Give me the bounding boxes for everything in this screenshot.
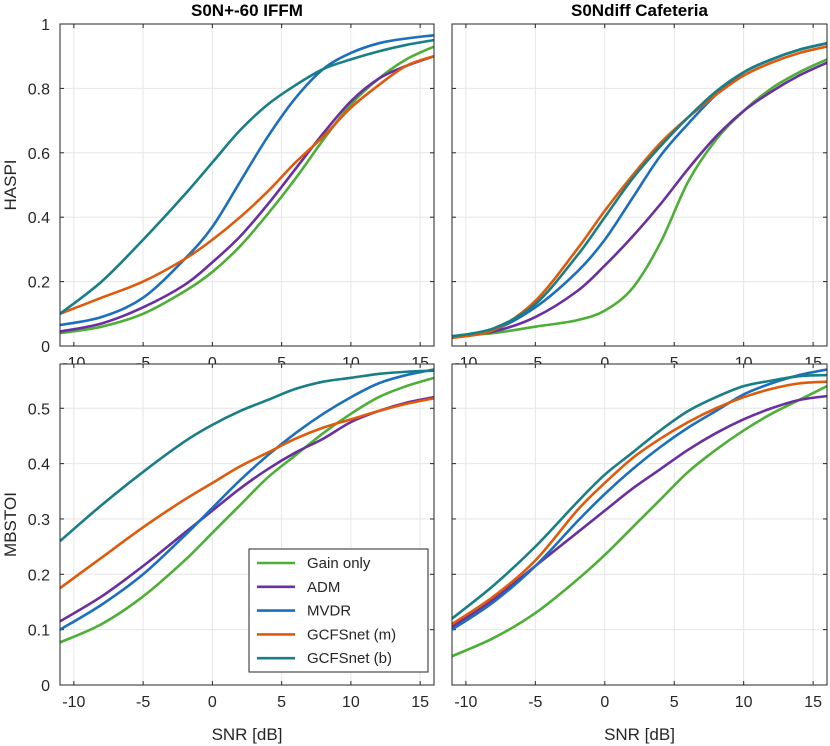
y-tick-label: 0.8 [28, 81, 50, 98]
series-line-mvdr [60, 33, 434, 327]
series-line-gcfsnet-m [452, 45, 827, 340]
series-line-gain-only [60, 376, 434, 644]
x-tick-label: 5 [670, 694, 679, 711]
y-tick-label: 0.2 [28, 275, 50, 292]
series-line-gain-only [452, 384, 827, 658]
x-tick-label: 15 [411, 694, 429, 711]
y-axis-label: MBSTOI [1, 492, 20, 557]
legend-label: GCFSnet (m) [307, 626, 396, 643]
subplot-4: -10 -5 0 5 10 15 SNR [dB] [451, 363, 828, 744]
series-line-gcfsnet-b [60, 38, 434, 315]
x-tick-label: -10 [454, 694, 477, 711]
x-tick-label: -5 [136, 694, 150, 711]
y-tick-label: 0 [41, 339, 50, 356]
x-tick-label: -5 [528, 694, 542, 711]
subplot-3: -10 -5 0 5 10 15 0 0.1 0.2 0.3 0.4 0.5 SNR [dB] MBSTO… [1, 363, 435, 744]
series-line-gcfsnet-m [452, 380, 827, 626]
legend: Gain only ADM MVDR GCFSnet (m) GCFSnet (b) [248, 548, 429, 673]
y-tick-label: 1 [41, 17, 50, 34]
series-line-gcfsnet-b [452, 42, 827, 338]
plot-area [60, 24, 434, 346]
legend-label: ADM [307, 579, 340, 596]
series-line-adm [452, 61, 827, 338]
y-tick-label: 0.2 [28, 567, 50, 584]
legend-label: Gain only [307, 555, 371, 572]
series-line-mvdr [452, 368, 827, 631]
y-axis-label: HASPI [1, 159, 20, 210]
x-axis-label: SNR [dB] [604, 725, 675, 744]
x-tick-label: 0 [600, 694, 609, 711]
series-line-adm [60, 54, 434, 333]
y-tick-label: 0.4 [28, 457, 50, 474]
y-tick-label: 0.5 [28, 401, 50, 418]
axes-frame [59, 363, 435, 686]
x-tick-label: 5 [277, 694, 286, 711]
y-tick-label: 0.3 [28, 512, 50, 529]
legend-label: MVDR [307, 603, 351, 620]
axes-frame [451, 363, 828, 686]
series-line-gcfsnet-b [452, 373, 827, 620]
x-tick-label: 10 [342, 694, 360, 711]
x-tick-label: -10 [62, 694, 85, 711]
x-tick-label: 10 [735, 694, 753, 711]
y-tick-label: 0.4 [28, 210, 50, 227]
subplot-title: S0Ndiff Cafeteria [571, 1, 709, 20]
y-tick-label: 0.6 [28, 146, 50, 163]
y-tick-label: 0 [41, 678, 50, 695]
legend-label: GCFSnet (b) [307, 650, 392, 667]
series-line-mvdr [60, 368, 434, 631]
series-line-gcfsnet-m [60, 397, 434, 590]
axes-frame [451, 23, 828, 347]
series-line-gcfsnet-m [60, 54, 434, 316]
axes-frame [59, 23, 435, 347]
x-tick-label: 15 [804, 694, 822, 711]
plot-area [452, 364, 827, 685]
subplot-title: S0N+-60 IFFM [191, 1, 303, 20]
series-line-gain-only [452, 58, 827, 338]
x-axis-label: SNR [dB] [212, 725, 283, 744]
x-tick-label: 0 [208, 694, 217, 711]
y-tick-label: 0.1 [28, 623, 50, 640]
series-line-gcfsnet-b [60, 369, 434, 543]
